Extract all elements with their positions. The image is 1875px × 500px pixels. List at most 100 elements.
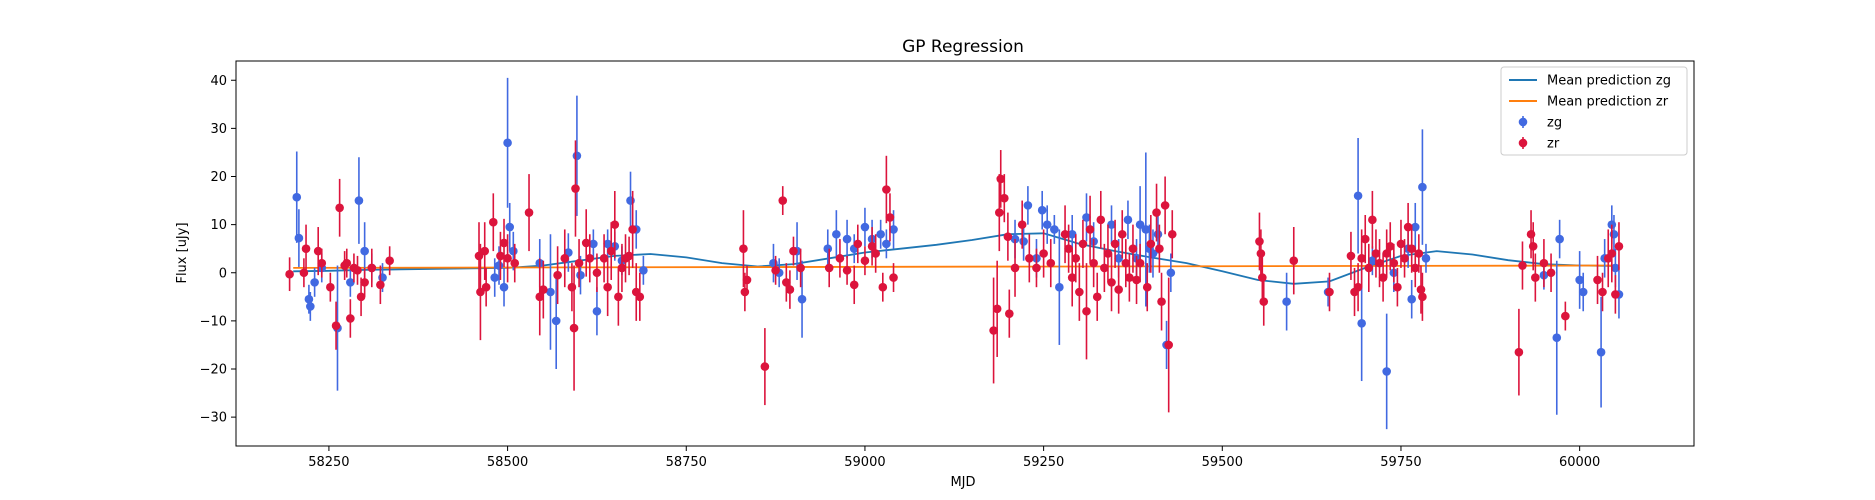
data-point (1089, 258, 1098, 268)
data-point (335, 203, 344, 213)
data-point (1039, 249, 1048, 258)
data-point (360, 278, 369, 287)
data-point (353, 266, 362, 275)
data-point (1396, 239, 1406, 249)
data-point (1078, 239, 1088, 249)
data-point (1005, 309, 1014, 318)
data-point (385, 256, 394, 266)
data-point (1418, 182, 1427, 192)
y-tick-label: 10 (210, 218, 227, 233)
data-point (356, 292, 366, 302)
data-point (860, 256, 870, 266)
data-point (1017, 220, 1027, 229)
data-point (589, 239, 598, 249)
data-point (1353, 282, 1363, 292)
data-point (882, 185, 891, 194)
data-point (592, 268, 602, 278)
data-point (1531, 273, 1540, 282)
data-point (539, 285, 548, 294)
data-point (614, 292, 623, 302)
data-point (306, 302, 315, 311)
data-point (989, 326, 998, 335)
data-point (1160, 201, 1170, 210)
data-point (1046, 258, 1056, 268)
data-point (1152, 208, 1161, 217)
data-point (1364, 263, 1374, 273)
data-point (1135, 220, 1145, 229)
data-point (1042, 220, 1052, 229)
data-point (1107, 278, 1116, 287)
legend-label: zg (1547, 116, 1562, 131)
data-point (871, 249, 880, 258)
data-point (503, 138, 512, 148)
data-point (1282, 297, 1291, 306)
data-point (824, 263, 834, 273)
data-point (1382, 367, 1391, 376)
data-point (885, 213, 895, 222)
data-point (503, 254, 512, 263)
data-point (346, 314, 355, 323)
data-point (1575, 275, 1584, 285)
data-point (1092, 292, 1102, 302)
data-point (842, 234, 852, 244)
data-point (1114, 285, 1123, 294)
data-point (1157, 297, 1166, 306)
data-point (301, 244, 311, 253)
data-point (782, 278, 791, 287)
data-point (1357, 318, 1366, 328)
data-point (510, 258, 520, 268)
data-point (317, 258, 327, 268)
data-point (867, 241, 877, 251)
legend-marker-swatch (1518, 138, 1528, 148)
legend-marker-swatch (1518, 117, 1528, 127)
legend-label: Mean prediction zg (1547, 74, 1671, 89)
data-point (1378, 273, 1388, 282)
y-axis: −30 −20 −10 0 10 20 30 40 (200, 74, 236, 426)
data-point (849, 280, 859, 290)
x-tick-label: 60000 (1559, 455, 1600, 470)
data-point (1400, 254, 1409, 263)
data-point (551, 316, 561, 326)
data-point (1067, 273, 1077, 282)
data-point (739, 244, 748, 253)
data-point (992, 304, 1002, 314)
data-point (610, 220, 620, 229)
data-point (574, 258, 584, 268)
data-point (1019, 237, 1028, 246)
data-point (742, 275, 752, 285)
x-tick-label: 59250 (1023, 455, 1064, 470)
legend-label: Mean prediction zr (1547, 95, 1669, 110)
data-point (1385, 241, 1395, 251)
data-point (1114, 254, 1123, 263)
x-axis: 58250 58500 58750 59000 59250 59500 59750 60000 (308, 446, 1600, 470)
data-point (624, 251, 634, 261)
data-point (1123, 215, 1133, 225)
data-point (1410, 222, 1420, 232)
data-point (1371, 249, 1381, 258)
data-point (1346, 251, 1356, 261)
data-point (628, 225, 637, 234)
data-point (1023, 201, 1033, 210)
data-point (771, 266, 780, 275)
data-point (1082, 306, 1091, 316)
data-point (1050, 225, 1059, 234)
data-point (1003, 232, 1013, 241)
data-point (889, 273, 898, 282)
data-point (571, 184, 580, 193)
data-point (326, 282, 335, 292)
data-point (572, 151, 582, 161)
data-point (1518, 261, 1527, 270)
data-point (480, 246, 490, 256)
data-point (1071, 254, 1081, 263)
data-point (626, 196, 635, 205)
y-axis-label: Flux [uJy] (175, 222, 190, 283)
data-point (1135, 258, 1145, 268)
x-tick-label: 58500 (487, 455, 528, 470)
data-point (1085, 225, 1095, 234)
data-point (576, 270, 585, 280)
data-point (1611, 263, 1620, 273)
chart-title: GP Regression (902, 37, 1024, 57)
data-point (823, 244, 833, 253)
data-point (639, 266, 648, 275)
data-point (599, 254, 609, 263)
